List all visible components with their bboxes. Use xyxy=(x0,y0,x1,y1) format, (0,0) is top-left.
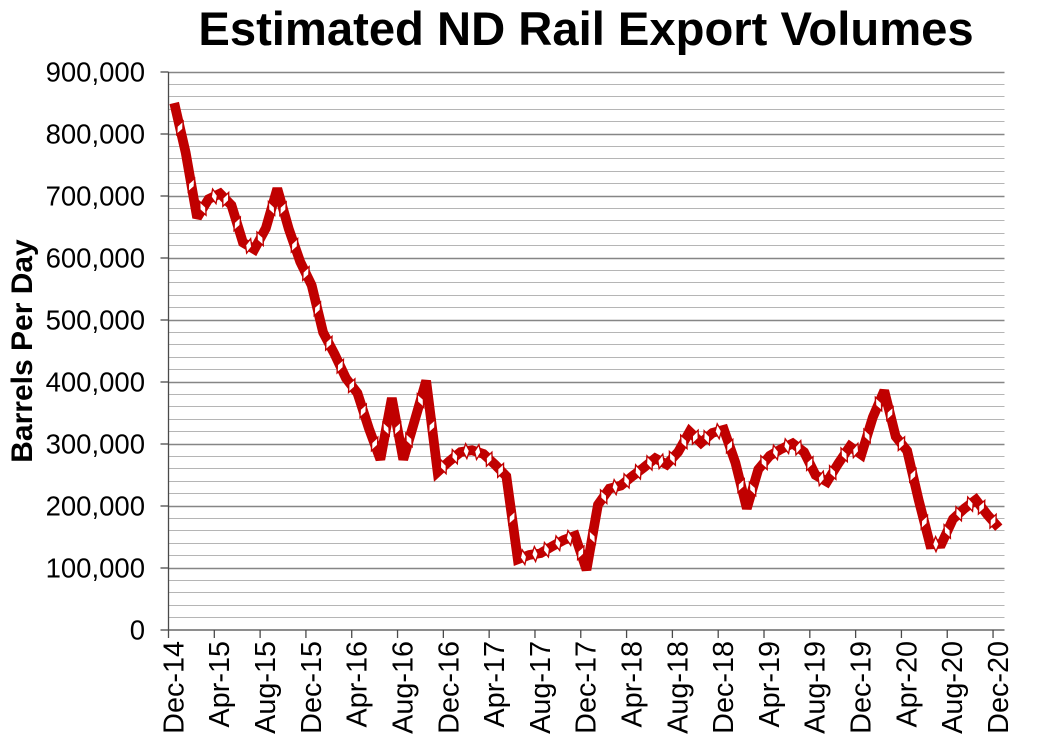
svg-text:Apr-15: Apr-15 xyxy=(204,641,236,727)
svg-text:100,000: 100,000 xyxy=(46,553,145,584)
svg-text:Apr-17: Apr-17 xyxy=(479,641,511,727)
svg-text:600,000: 600,000 xyxy=(46,243,145,274)
svg-text:Aug-17: Aug-17 xyxy=(525,641,557,734)
svg-text:Aug-19: Aug-19 xyxy=(800,641,832,734)
svg-text:500,000: 500,000 xyxy=(46,305,145,336)
svg-text:Dec-19: Dec-19 xyxy=(846,641,878,734)
svg-text:Dec-17: Dec-17 xyxy=(571,641,603,734)
svg-text:Dec-18: Dec-18 xyxy=(708,641,740,734)
svg-text:Apr-20: Apr-20 xyxy=(891,641,923,727)
svg-text:400,000: 400,000 xyxy=(46,367,145,398)
svg-text:Dec-15: Dec-15 xyxy=(296,641,328,734)
svg-text:Dec-16: Dec-16 xyxy=(433,641,465,734)
svg-text:Aug-15: Aug-15 xyxy=(250,641,282,734)
svg-text:Aug-18: Aug-18 xyxy=(662,641,694,734)
svg-text:Dec-20: Dec-20 xyxy=(983,641,1015,734)
svg-text:Aug-20: Aug-20 xyxy=(937,641,969,734)
svg-text:800,000: 800,000 xyxy=(46,119,145,150)
svg-text:Barrels Per Day: Barrels Per Day xyxy=(6,239,39,463)
svg-text:0: 0 xyxy=(130,615,145,646)
svg-text:Estimated ND Rail Export Volum: Estimated ND Rail Export Volumes xyxy=(198,3,973,56)
svg-text:Apr-18: Apr-18 xyxy=(617,641,649,727)
svg-text:Aug-16: Aug-16 xyxy=(387,641,419,734)
svg-text:Apr-19: Apr-19 xyxy=(754,641,786,727)
svg-text:700,000: 700,000 xyxy=(46,181,145,212)
svg-text:200,000: 200,000 xyxy=(46,491,145,522)
svg-text:Apr-16: Apr-16 xyxy=(342,641,374,727)
svg-text:300,000: 300,000 xyxy=(46,429,145,460)
svg-text:Dec-14: Dec-14 xyxy=(158,641,190,734)
svg-text:900,000: 900,000 xyxy=(46,57,145,88)
